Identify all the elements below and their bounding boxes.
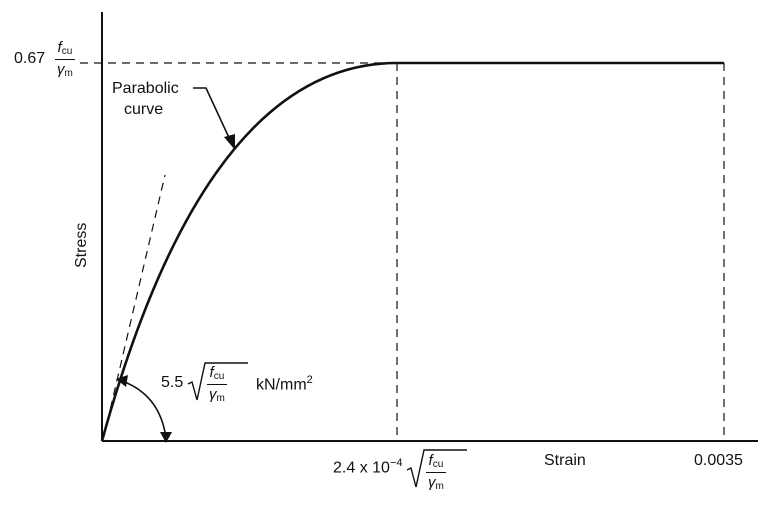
curve-label-line1: Parabolic: [112, 80, 179, 97]
strain-sqrt-sign: [406, 449, 467, 488]
peak-strain-fraction: fcu γm: [426, 452, 446, 492]
curve-label-arrowhead: [224, 134, 235, 150]
peak-stress-coefficient: 0.67: [14, 50, 46, 67]
slope-angle-arc: [121, 380, 167, 439]
slope-coefficient: 5.5: [161, 374, 184, 391]
y-axis-title: Stress: [73, 222, 90, 268]
peak-strain-coefficient: 2.4 x 10−4: [333, 457, 403, 477]
x-axis-title: Strain: [544, 452, 586, 469]
slope-sqrt-sign: [187, 362, 248, 401]
initial-tangent-dashed-line: [103, 174, 166, 437]
ultimate-strain-label: 0.0035: [694, 452, 743, 469]
slope-arc-arrowhead-top: [116, 375, 128, 387]
curve-label-leader: [193, 87, 232, 143]
curve-label-line2: curve: [124, 101, 164, 118]
slope-arc-arrowhead-bottom: [160, 432, 172, 443]
parabolic-curve: [100, 61, 398, 442]
slope-fraction: fcu γm: [207, 364, 227, 404]
slope-unit: kN/mm2: [256, 374, 313, 394]
peak-stress-fraction: fcu γm: [55, 39, 75, 79]
